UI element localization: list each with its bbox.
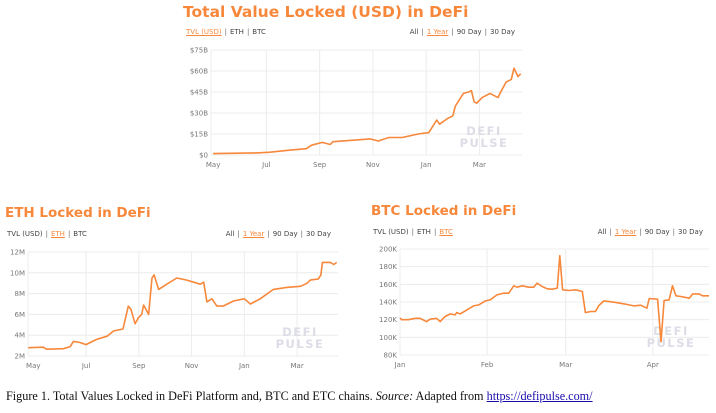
- range-all-link[interactable]: All: [597, 228, 607, 236]
- defipulse-link[interactable]: https://defipulse.com/: [486, 389, 593, 403]
- tvl-ytick-label: $45B: [190, 89, 208, 97]
- eth-ytick-label: 2M: [15, 353, 26, 361]
- defipulse-watermark: DEFI: [466, 124, 502, 138]
- metric-eth-link[interactable]: ETH: [229, 28, 244, 36]
- btc-ytick-label: 120K: [379, 316, 397, 324]
- btc-ytick-label: 160K: [379, 281, 397, 289]
- tvl-ytick-label: $60B: [190, 68, 208, 76]
- eth-xtick-label: May: [26, 362, 40, 370]
- eth-ytick-label: 10M: [10, 269, 25, 277]
- tvl-xtick-label: Mar: [473, 161, 486, 169]
- metric-tvl-link[interactable]: TVL (USD): [7, 230, 43, 238]
- metric-tvl-link[interactable]: TVL (USD): [186, 28, 222, 36]
- tvl-chart-title: Total Value Locked (USD) in DeFi: [183, 3, 469, 21]
- range-1year-link[interactable]: 1 Year: [242, 230, 265, 238]
- btc-chart-title: BTC Locked in DeFi: [371, 203, 517, 219]
- tvl-xtick-label: Nov: [366, 161, 380, 169]
- tvl-xtick-label: Jan: [420, 161, 432, 169]
- btc-metric-selector: TVL (USD) | ETH | BTC: [373, 228, 453, 236]
- caption-source-label: Source:: [375, 389, 414, 403]
- eth-ytick-label: 6M: [15, 311, 26, 319]
- range-90day-link[interactable]: 90 Day: [644, 228, 670, 236]
- range-all-link[interactable]: All: [409, 28, 419, 36]
- tvl-ytick-label: $30B: [190, 110, 208, 118]
- btc-ytick-label: 180K: [379, 263, 397, 271]
- tvl-metric-selector: TVL (USD) | ETH | BTC: [186, 28, 266, 36]
- defipulse-watermark: PULSE: [460, 136, 509, 150]
- metric-eth-link[interactable]: ETH: [416, 228, 431, 236]
- eth-xtick-label: Sep: [132, 362, 146, 370]
- btc-series-line: [399, 254, 709, 343]
- metric-tvl-link[interactable]: TVL (USD): [373, 228, 409, 236]
- range-1year-link[interactable]: 1 Year: [614, 228, 637, 236]
- metric-btc-link[interactable]: BTC: [439, 228, 453, 236]
- range-1year-link[interactable]: 1 Year: [426, 28, 449, 36]
- btc-ytick-label: 100K: [379, 334, 397, 342]
- defipulse-watermark: PULSE: [276, 337, 325, 351]
- btc-xtick-label: Apr: [647, 361, 659, 369]
- eth-xtick-label: Mar: [290, 362, 303, 370]
- btc-xtick-label: Mar: [559, 361, 572, 369]
- btc-ytick-label: 140K: [379, 299, 397, 307]
- eth-series-line: [28, 261, 338, 351]
- btc-xtick-label: Feb: [481, 361, 494, 369]
- metric-btc-link[interactable]: BTC: [73, 230, 87, 238]
- figure-caption: Figure 1. Total Values Locked in DeFi Pl…: [6, 389, 593, 404]
- metric-eth-link[interactable]: ETH: [50, 230, 65, 238]
- tvl-ytick-label: $15B: [190, 131, 208, 139]
- btc-ytick-label: 200K: [379, 246, 397, 254]
- metric-btc-link[interactable]: BTC: [252, 28, 266, 36]
- range-90day-link[interactable]: 90 Day: [272, 230, 298, 238]
- eth-xtick-label: Jul: [81, 362, 91, 370]
- eth-ytick-label: 4M: [15, 332, 26, 340]
- range-90day-link[interactable]: 90 Day: [456, 28, 482, 36]
- tvl-xtick-label: May: [206, 161, 220, 169]
- defipulse-watermark: PULSE: [647, 336, 696, 350]
- range-30day-link[interactable]: 30 Day: [490, 28, 515, 36]
- defipulse-watermark: DEFI: [282, 325, 318, 339]
- tvl-ytick-label: $0: [199, 152, 208, 160]
- btc-range-selector: All | 1 Year | 90 Day | 30 Day: [597, 228, 703, 236]
- eth-xtick-label: Nov: [185, 362, 199, 370]
- eth-xtick-label: Jan: [238, 362, 250, 370]
- eth-ytick-label: 12M: [10, 249, 25, 257]
- eth-metric-selector: TVL (USD) | ETH | BTC: [7, 230, 87, 238]
- tvl-series-line: [213, 67, 522, 155]
- btc-xtick-label: Jan: [394, 361, 406, 369]
- tvl-range-selector: All | 1 Year | 90 Day | 30 Day: [409, 28, 515, 36]
- range-30day-link[interactable]: 30 Day: [306, 230, 331, 238]
- tvl-ytick-label: $75B: [190, 47, 208, 55]
- caption-text: Figure 1. Total Values Locked in DeFi Pl…: [6, 389, 376, 403]
- eth-ytick-label: 8M: [15, 290, 26, 298]
- range-30day-link[interactable]: 30 Day: [678, 228, 703, 236]
- range-all-link[interactable]: All: [225, 230, 235, 238]
- eth-range-selector: All | 1 Year | 90 Day | 30 Day: [225, 230, 331, 238]
- caption-middle: Adapted from: [413, 389, 487, 403]
- eth-chart-title: ETH Locked in DeFi: [5, 205, 151, 221]
- btc-ytick-label: 80K: [384, 352, 398, 360]
- tvl-xtick-label: Jul: [261, 161, 271, 169]
- tvl-xtick-label: Sep: [313, 161, 327, 169]
